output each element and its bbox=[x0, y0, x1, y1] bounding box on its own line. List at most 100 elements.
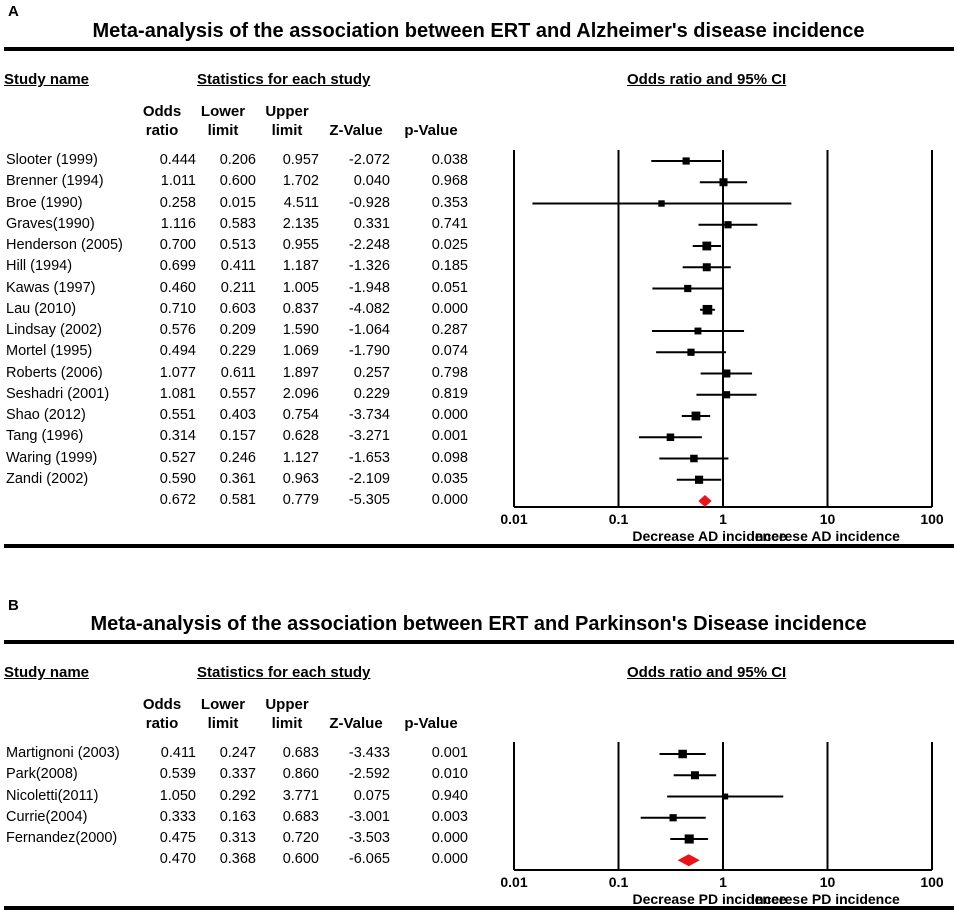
panel-a-cell-hi: 1.069 bbox=[282, 343, 319, 360]
panel-a-bottom-rule bbox=[4, 544, 954, 548]
panel-a-point-marker bbox=[694, 327, 702, 335]
panel-b-point-marker bbox=[722, 793, 729, 800]
panel-a-cell-lo: 0.206 bbox=[219, 152, 256, 168]
panel-a-study-name: Graves(1990) bbox=[6, 215, 95, 232]
panel-a-cell-p: 0.025 bbox=[431, 237, 468, 253]
panel-a-cell-or: 1.081 bbox=[159, 385, 196, 402]
panel-a-cell-z: -0.928 bbox=[348, 194, 390, 211]
panel-b-header-study: Study name bbox=[4, 664, 90, 681]
panel-a-study-name: Lindsay (2002) bbox=[6, 322, 102, 338]
panel-a-summary-lo: 0.581 bbox=[219, 492, 256, 508]
panel-b-summary-hi: 0.600 bbox=[282, 851, 319, 868]
panel-a-cell-lo: 0.361 bbox=[219, 470, 256, 487]
panel-a-study-name: Broe (1990) bbox=[6, 194, 83, 211]
panel-b-study-name: Nicoletti(2011) bbox=[6, 787, 99, 804]
panel-b-top-rule bbox=[4, 640, 954, 644]
panel-a-point-marker bbox=[722, 369, 731, 378]
panel-a-cell-or: 0.700 bbox=[159, 237, 196, 253]
panel-b-cell-p: 0.001 bbox=[431, 745, 468, 761]
panel-a-cell-p: 0.968 bbox=[431, 173, 468, 190]
panel-a-cell-z: -3.271 bbox=[348, 428, 390, 445]
panel-a-cell-or: 0.699 bbox=[159, 258, 196, 275]
panel-a-cell-p: 0.098 bbox=[431, 449, 468, 466]
panel-a-cell-or: 0.314 bbox=[159, 428, 196, 445]
panel-b-cell-lo: 0.337 bbox=[219, 766, 256, 783]
panel-a-cell-lo: 0.403 bbox=[219, 407, 256, 423]
panel-b-cell-or: 0.411 bbox=[160, 745, 196, 761]
panel-a-top-rule bbox=[4, 47, 954, 51]
panel-b-cell-lo: 0.292 bbox=[219, 787, 256, 804]
panel-b-cell-lo: 0.247 bbox=[219, 745, 256, 761]
panel-a-summary-or: 0.672 bbox=[159, 492, 196, 508]
panel-a-col-p: p-Value bbox=[404, 122, 458, 139]
panel-a-study-name: Seshadri (2001) bbox=[6, 385, 110, 402]
panel-b-study-name: Park(2008) bbox=[6, 766, 78, 783]
panel-a-cell-or: 1.077 bbox=[159, 364, 196, 381]
panel-a-cell-p: 0.035 bbox=[431, 470, 468, 487]
panel-b-cell-or: 0.475 bbox=[159, 830, 196, 846]
panel-a-cell-z: -1.653 bbox=[348, 449, 390, 466]
panel-b-tick-label: 0.1 bbox=[609, 874, 629, 890]
panel-a-cell-hi: 1.127 bbox=[282, 449, 319, 466]
panel-a-cell-or: 0.527 bbox=[159, 449, 196, 466]
panel-a-cell-z: 0.257 bbox=[353, 364, 390, 381]
panel-a-summary-diamond bbox=[698, 495, 712, 507]
panel-a-point-marker bbox=[666, 433, 675, 442]
panel-a-summary-p: 0.000 bbox=[431, 492, 468, 508]
panel-b-cell-hi: 0.683 bbox=[282, 745, 319, 761]
panel-b-col-odds: Odds ratio bbox=[142, 696, 182, 732]
panel-a-cell-p: 0.000 bbox=[431, 300, 468, 317]
panel-b-cell-or: 1.050 bbox=[159, 787, 196, 804]
panel-a-cell-p: 0.000 bbox=[431, 407, 468, 423]
panel-a-cell-lo: 0.603 bbox=[219, 300, 256, 317]
panel-a-header-stats: Statistics for each study bbox=[197, 71, 371, 88]
panel-a-cell-p: 0.287 bbox=[431, 322, 468, 338]
panel-a-header-plot: Odds ratio and 95% CI bbox=[627, 71, 787, 88]
panel-a-title: Meta-analysis of the association between… bbox=[92, 20, 865, 42]
panel-b-summary-diamond bbox=[677, 854, 700, 867]
panel-a-cell-p: 0.798 bbox=[431, 364, 468, 381]
panel-a-col-odds: Odds ratio bbox=[142, 103, 182, 139]
panel-a-cell-hi: 0.963 bbox=[282, 470, 319, 487]
panel-a-cell-or: 0.258 bbox=[159, 194, 196, 211]
panel-a-cell-hi: 2.135 bbox=[282, 215, 319, 232]
panel-a-cell-or: 0.460 bbox=[159, 279, 196, 296]
panel-a-cell-p: 0.038 bbox=[431, 152, 468, 168]
panel-a-letter: A bbox=[8, 3, 19, 20]
panel-b-cell-or: 0.333 bbox=[159, 808, 196, 825]
panel-b-cell-p: 0.010 bbox=[431, 766, 468, 783]
panel-a-cell-hi: 0.837 bbox=[282, 300, 319, 317]
panel-a-cell-or: 0.551 bbox=[159, 407, 196, 423]
panel-b-header-stats: Statistics for each study bbox=[197, 664, 371, 681]
panel-a-cell-hi: 2.096 bbox=[282, 385, 319, 402]
panel-a-cell-hi: 1.590 bbox=[282, 322, 319, 338]
panel-a-cell-p: 0.819 bbox=[431, 385, 468, 402]
panel-a-cell-lo: 0.611 bbox=[220, 364, 256, 381]
panel-a-cell-lo: 0.557 bbox=[219, 385, 256, 402]
panel-a-point-marker bbox=[719, 178, 728, 187]
panel-b-tick-label: 1 bbox=[719, 874, 727, 890]
panel-b-summary-z: -6.065 bbox=[348, 851, 390, 868]
panel-a-study-name: Brenner (1994) bbox=[6, 173, 104, 190]
panel-a-cell-lo: 0.209 bbox=[219, 322, 256, 338]
panel-a-cell-p: 0.001 bbox=[431, 428, 468, 445]
panel-a-col-upper: Upper limit bbox=[265, 103, 309, 139]
panel-a-study-name: Mortel (1995) bbox=[6, 343, 93, 360]
panel-a-label-increase: incerese AD incidence bbox=[751, 528, 900, 544]
panel-a-tick-label: 10 bbox=[820, 511, 836, 527]
panel-a-cell-or: 1.116 bbox=[160, 215, 196, 232]
panel-b-cell-lo: 0.313 bbox=[219, 830, 256, 846]
panel-a-cell-hi: 0.957 bbox=[282, 152, 319, 168]
panel-b-cell-hi: 0.683 bbox=[282, 808, 319, 825]
panel-a-summary-z: -5.305 bbox=[348, 492, 390, 508]
panel-a-cell-lo: 0.015 bbox=[219, 194, 256, 211]
panel-a-cell-p: 0.741 bbox=[431, 215, 468, 232]
panel-b-col-lower: Lower limit bbox=[200, 696, 246, 732]
panel-b-cell-hi: 0.720 bbox=[282, 830, 319, 846]
panel-a-cell-z: -2.248 bbox=[348, 237, 390, 253]
panel-b-bottom-rule bbox=[4, 906, 954, 910]
panel-a-cell-z: 0.331 bbox=[353, 215, 390, 232]
panel-a-cell-hi: 1.005 bbox=[282, 279, 319, 296]
panel-b-point-marker bbox=[678, 749, 687, 759]
